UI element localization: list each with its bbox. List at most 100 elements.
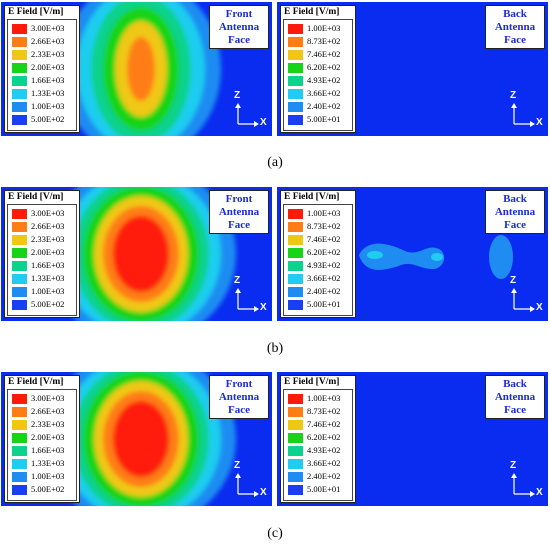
legend-tick-label: 8.73E+02 — [307, 36, 341, 46]
axis-x-label: X — [260, 302, 267, 313]
legend-swatch — [288, 261, 303, 271]
legend-swatch — [288, 394, 303, 404]
legend-swatch — [12, 394, 27, 404]
legend-swatch — [288, 37, 303, 47]
legend-tick-label: 3.66E+02 — [307, 273, 341, 283]
face-label-line: Antenna — [218, 21, 260, 33]
legend-swatch — [288, 76, 303, 86]
caption-c: (c) — [267, 526, 283, 541]
legend-swatch — [288, 433, 303, 443]
legend-swatch — [288, 50, 303, 60]
legend-swatch — [288, 287, 303, 297]
legend-swatch — [288, 115, 303, 125]
legend-swatch — [12, 115, 27, 125]
face-label-line: Face — [228, 34, 250, 46]
legend-tick-label: 7.46E+02 — [307, 234, 341, 244]
face-label-line: Back — [503, 8, 527, 20]
legend-swatch — [288, 446, 303, 456]
legend-swatch — [12, 300, 27, 310]
legend: E Field [V/m] 1.00E+03 8.73E+02 7.46E+02 6.2… — [280, 190, 356, 318]
axis-z-label: Z — [510, 90, 517, 101]
legend-tick-label: 1.66E+03 — [31, 75, 65, 85]
legend-tick-label: 1.00E+03 — [31, 286, 65, 296]
face-label: Front Antenna Face — [209, 375, 269, 419]
face-label-line: Front — [225, 378, 253, 390]
legend-tick-label: 2.33E+03 — [31, 49, 65, 59]
face-label-line: Face — [504, 34, 526, 46]
axis-arrows-icon — [511, 473, 535, 497]
axis-z-label: Z — [234, 275, 241, 286]
legend-tick-label: 1.33E+03 — [31, 458, 65, 468]
legend-tick-label: 8.73E+02 — [307, 221, 341, 231]
legend-title: E Field [V/m] — [8, 377, 64, 387]
legend-swatch — [12, 235, 27, 245]
legend-tick-label: 4.93E+02 — [307, 75, 341, 85]
front-panel-b: E Field [V/m] 3.00E+03 2.66E+03 2.33E+03 2.0… — [1, 187, 272, 321]
legend-tick-label: 1.66E+03 — [31, 260, 65, 270]
legend-scale: 3.00E+03 2.66E+03 2.33E+03 2.00E+03 1.66E+03… — [7, 19, 77, 131]
legend-swatch — [288, 222, 303, 232]
legend-tick-label: 1.33E+03 — [31, 88, 65, 98]
legend-title: E Field [V/m] — [284, 7, 340, 17]
legend-swatch — [288, 89, 303, 99]
legend-tick-label: 2.33E+03 — [31, 419, 65, 429]
legend-tick-label: 3.00E+03 — [31, 393, 65, 403]
legend-tick-label: 7.46E+02 — [307, 419, 341, 429]
legend-title: E Field [V/m] — [284, 192, 340, 202]
legend-tick-label: 5.00E+01 — [307, 299, 341, 309]
legend-swatch — [288, 102, 303, 112]
face-label-line: Face — [504, 219, 526, 231]
caption-a: (a) — [267, 155, 283, 170]
caption-b: (b) — [266, 341, 284, 356]
face-label: Front Antenna Face — [209, 190, 269, 234]
axis-arrows-icon — [235, 473, 259, 497]
legend-tick-label: 1.00E+03 — [307, 23, 341, 33]
legend-tick-label: 3.00E+03 — [31, 23, 65, 33]
legend-swatch — [288, 248, 303, 258]
legend: E Field [V/m] 3.00E+03 2.66E+03 2.33E+03 2.0… — [4, 5, 80, 133]
legend-tick-label: 3.66E+02 — [307, 88, 341, 98]
axis-x-label: X — [536, 117, 543, 128]
axis-arrows-icon — [235, 103, 259, 127]
back-panel-a: E Field [V/m] 1.00E+03 8.73E+02 7.46E+02 6.2… — [277, 2, 548, 136]
face-label-line: Back — [503, 193, 527, 205]
back-panel-b: E Field [V/m] 1.00E+03 8.73E+02 7.46E+02 6.2… — [277, 187, 548, 321]
legend-swatch — [288, 420, 303, 430]
legend-swatch — [12, 446, 27, 456]
axis-z-label: Z — [510, 275, 517, 286]
face-label-line: Front — [225, 8, 253, 20]
axis-x-label: X — [536, 302, 543, 313]
face-label-line: Front — [225, 193, 253, 205]
face-label-line: Face — [228, 404, 250, 416]
legend-swatch — [12, 222, 27, 232]
legend-tick-label: 2.40E+02 — [307, 101, 341, 111]
legend-tick-label: 1.00E+03 — [307, 393, 341, 403]
legend-swatch — [288, 407, 303, 417]
legend-title: E Field [V/m] — [284, 377, 340, 387]
legend-swatch — [12, 261, 27, 271]
legend-tick-label: 2.66E+03 — [31, 406, 65, 416]
axis-z-label: Z — [234, 90, 241, 101]
face-label: Front Antenna Face — [209, 5, 269, 49]
legend-tick-label: 4.93E+02 — [307, 445, 341, 455]
legend-swatch — [12, 274, 27, 284]
legend-tick-label: 5.00E+02 — [31, 114, 65, 124]
legend-tick-label: 5.00E+02 — [31, 484, 65, 494]
legend-scale: 1.00E+03 8.73E+02 7.46E+02 6.20E+02 4.93E+02… — [283, 389, 353, 501]
legend-swatch — [12, 459, 27, 469]
legend: E Field [V/m] 1.00E+03 8.73E+02 7.46E+02 6.2… — [280, 375, 356, 503]
legend-scale: 3.00E+03 2.66E+03 2.33E+03 2.00E+03 1.66E+03… — [7, 204, 77, 316]
legend-tick-label: 7.46E+02 — [307, 49, 341, 59]
legend-swatch — [288, 24, 303, 34]
legend-swatch — [288, 209, 303, 219]
axis-x-label: X — [536, 487, 543, 498]
legend-tick-label: 8.73E+02 — [307, 406, 341, 416]
legend-scale: 3.00E+03 2.66E+03 2.33E+03 2.00E+03 1.66E+03… — [7, 389, 77, 501]
legend-swatch — [12, 248, 27, 258]
